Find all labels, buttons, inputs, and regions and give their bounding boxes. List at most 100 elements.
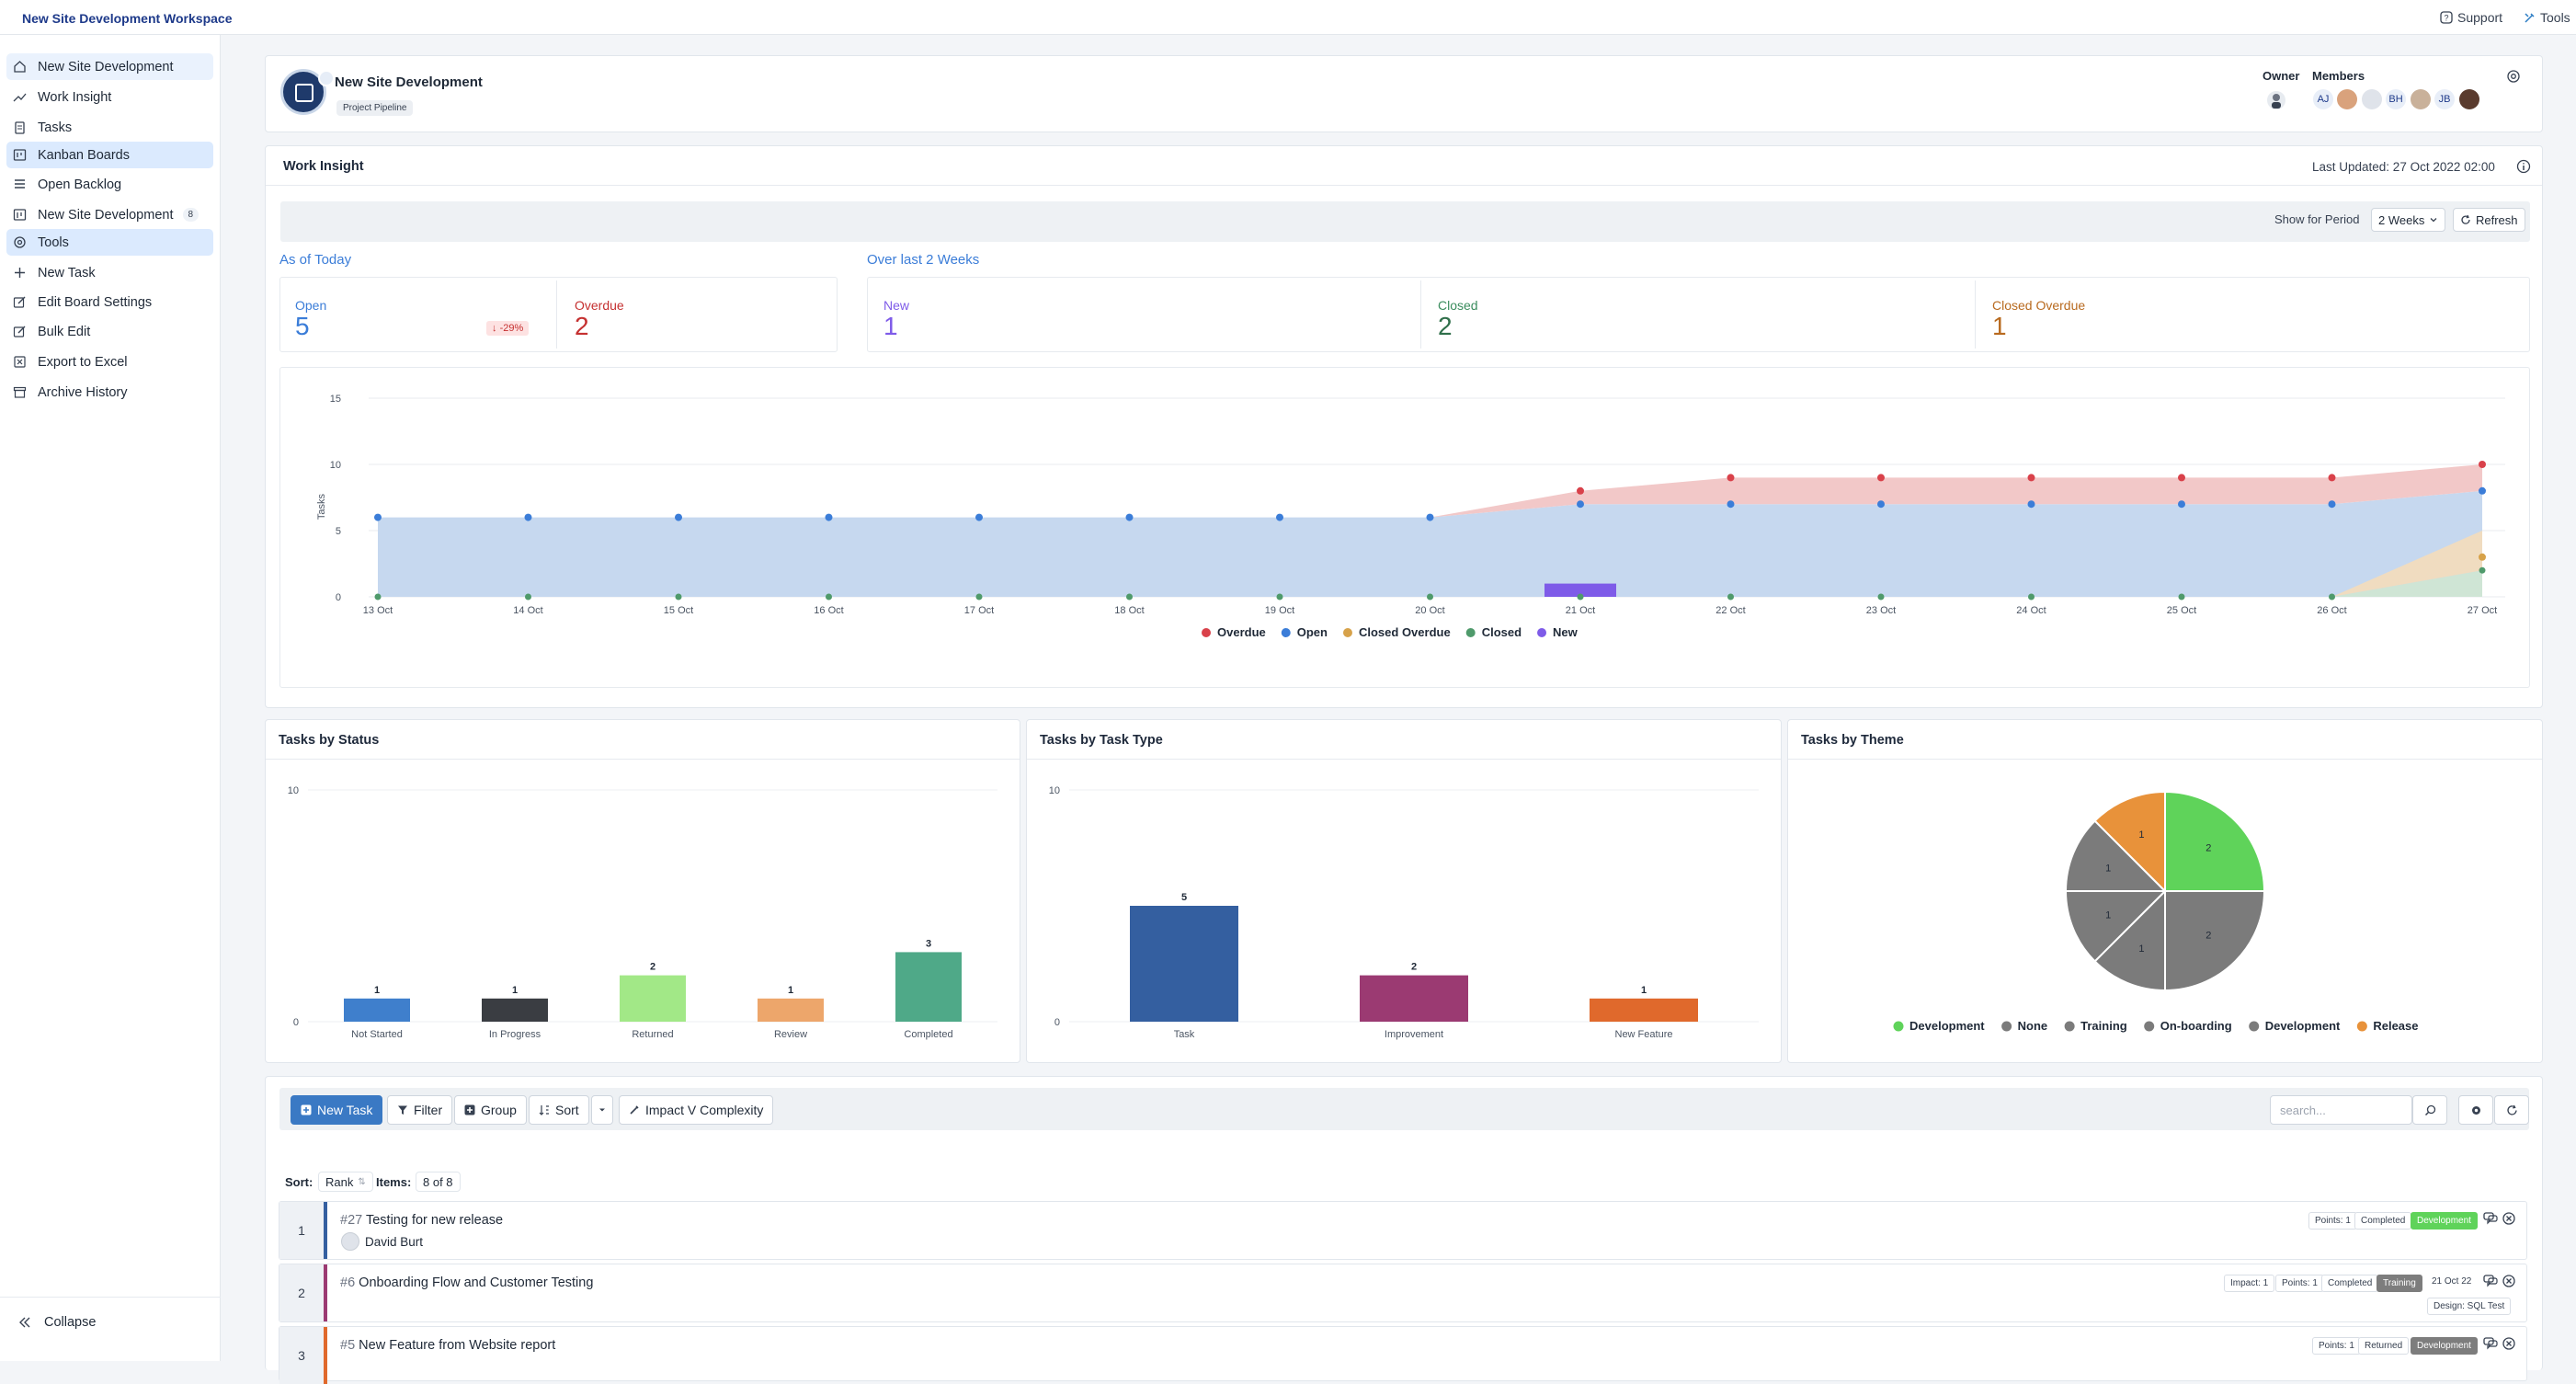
comments-icon[interactable]: [2483, 1337, 2498, 1350]
y-tick-label: 0: [336, 592, 341, 603]
collapse-button[interactable]: Collapse: [18, 1315, 96, 1330]
open-point: [675, 513, 682, 521]
count-badge: 8: [182, 208, 199, 222]
members-label: Members: [2312, 69, 2365, 83]
member-avatar[interactable]: BH: [2386, 89, 2406, 109]
home-icon: [12, 60, 27, 74]
period-select[interactable]: 2 Weeks: [2371, 208, 2446, 232]
rank-cell: 2: [279, 1264, 324, 1321]
member-avatar[interactable]: AJ: [2313, 89, 2333, 109]
mention-icon[interactable]: [2506, 69, 2521, 84]
settings-button[interactable]: [2458, 1095, 2493, 1125]
assignee-name: David Burt: [365, 1234, 424, 1249]
task-row[interactable]: 3 #5 New Feature from Website report Poi…: [279, 1326, 2527, 1384]
support-link[interactable]: ? Support: [2440, 10, 2502, 25]
legend-marker: [1537, 628, 1547, 637]
new-task-button[interactable]: New Task: [291, 1095, 383, 1125]
search-button[interactable]: [2412, 1095, 2447, 1125]
points-tag: Points: 1: [2275, 1275, 2324, 1292]
bar: [1590, 998, 1698, 1022]
impact-complexity-button[interactable]: Impact V Complexity: [619, 1095, 774, 1125]
sidebar-item-new-task[interactable]: New Task: [6, 259, 213, 286]
owner-avatar[interactable]: [2265, 89, 2287, 111]
x-tick-label: 18 Oct: [1114, 605, 1144, 616]
y-tick-label: 0: [1054, 1017, 1060, 1028]
legend-label: Development: [2265, 1019, 2341, 1033]
overdue-area: [378, 464, 2482, 518]
overdue-point: [2479, 461, 2486, 468]
filter-button[interactable]: Filter: [387, 1095, 453, 1125]
type-color-bar: [324, 1202, 327, 1259]
closed-point: [1427, 593, 1433, 600]
comments-icon[interactable]: [2483, 1212, 2498, 1225]
legend-label: Training: [2080, 1019, 2127, 1033]
data-label: 2: [650, 962, 655, 973]
sidebar-item-tasks[interactable]: Tasks: [6, 114, 213, 141]
closed-point: [2479, 566, 2486, 574]
info-icon[interactable]: [2516, 159, 2531, 174]
sidebar-item-export-to-excel[interactable]: Export to Excel: [6, 349, 213, 375]
tasks-by-status-title: Tasks by Status: [279, 733, 380, 748]
list-icon: [12, 177, 27, 192]
filter-label: Filter: [414, 1103, 443, 1117]
close-circle-icon[interactable]: [2502, 1337, 2515, 1350]
refresh-button[interactable]: Refresh: [2453, 208, 2525, 232]
open-label: Open: [295, 298, 327, 313]
workspace-title[interactable]: New Site Development Workspace: [22, 11, 233, 26]
points-tag: Points: 1: [2308, 1212, 2357, 1230]
member-avatar[interactable]: [2362, 89, 2382, 109]
sidebar-item-kanban-boards[interactable]: Kanban Boards: [6, 142, 213, 168]
task-title[interactable]: #6 Onboarding Flow and Customer Testing: [340, 1275, 593, 1290]
open-point: [1877, 500, 1885, 509]
task-row[interactable]: 2 #6 Onboarding Flow and Customer Testin…: [279, 1264, 2527, 1322]
sidebar-item-archive-history[interactable]: Archive History: [6, 379, 213, 406]
sort-dropdown-button[interactable]: [591, 1095, 613, 1125]
search-input[interactable]: search...: [2270, 1095, 2412, 1125]
items-label: Items:: [376, 1175, 412, 1189]
pie-slice: [2164, 890, 2266, 992]
task-row[interactable]: 1 #27 Testing for new release David Burt…: [279, 1201, 2527, 1260]
sidebar-item-bulk-edit[interactable]: Bulk Edit: [6, 318, 213, 345]
close-circle-icon[interactable]: [2502, 1275, 2515, 1287]
task-title[interactable]: #27 Testing for new release: [340, 1213, 503, 1228]
assignee[interactable]: David Burt: [341, 1232, 423, 1251]
sort-button[interactable]: Sort: [529, 1095, 589, 1125]
legend-marker: [1342, 628, 1352, 637]
comments-icon[interactable]: [2483, 1275, 2498, 1287]
legend-marker: [2356, 1021, 2367, 1032]
sidebar-item-home[interactable]: New Site Development: [6, 53, 213, 80]
open-point: [1727, 500, 1735, 509]
reload-button[interactable]: [2494, 1095, 2529, 1125]
group-button[interactable]: Group: [454, 1095, 527, 1125]
member-avatar[interactable]: [2411, 89, 2431, 109]
data-label: 1: [788, 985, 793, 996]
overdue-point: [2178, 474, 2185, 482]
close-circle-icon[interactable]: [2502, 1212, 2515, 1225]
sidebar-item-new-site-board[interactable]: New Site Development 8: [6, 201, 213, 228]
points-tag: Points: 1: [2312, 1337, 2361, 1355]
x-tick-label: 16 Oct: [814, 605, 843, 616]
sidebar-item-open-backlog[interactable]: Open Backlog: [6, 171, 213, 198]
sidebar-item-tools[interactable]: Tools: [6, 229, 213, 256]
sort-field-select[interactable]: Rank ⇅: [318, 1172, 373, 1192]
tasks-by-type-panel: Tasks by Task Type 0 10 5 Task 2 Improvement 1…: [1026, 719, 1782, 1063]
x-tick-label: Returned: [632, 1029, 673, 1040]
member-avatar[interactable]: [2337, 89, 2357, 109]
y-axis-label: Tasks: [316, 493, 327, 520]
sidebar-item-edit-board-settings[interactable]: Edit Board Settings: [6, 289, 213, 315]
member-avatar[interactable]: JB: [2434, 89, 2455, 109]
tools-link[interactable]: Tools: [2524, 10, 2570, 25]
items-count: 8 of 8: [416, 1172, 461, 1192]
task-title[interactable]: #5 New Feature from Website report: [340, 1338, 555, 1353]
tasks-by-theme-title: Tasks by Theme: [1801, 733, 1904, 748]
legend-marker: [1465, 628, 1476, 637]
project-tag: Project Pipeline: [336, 100, 414, 116]
task-title-text: New Feature from Website report: [359, 1338, 556, 1353]
x-tick-label: 21 Oct: [1566, 605, 1595, 616]
bar: [344, 998, 410, 1022]
member-avatar[interactable]: [2459, 89, 2479, 109]
sidebar-item-work-insight[interactable]: Work Insight: [6, 84, 213, 110]
tasks-by-status-panel: Tasks by Status 0 10 1 Not Started 1 In Progr…: [265, 719, 1020, 1063]
x-tick-label: Improvement: [1385, 1029, 1443, 1040]
open-point: [1426, 513, 1434, 521]
